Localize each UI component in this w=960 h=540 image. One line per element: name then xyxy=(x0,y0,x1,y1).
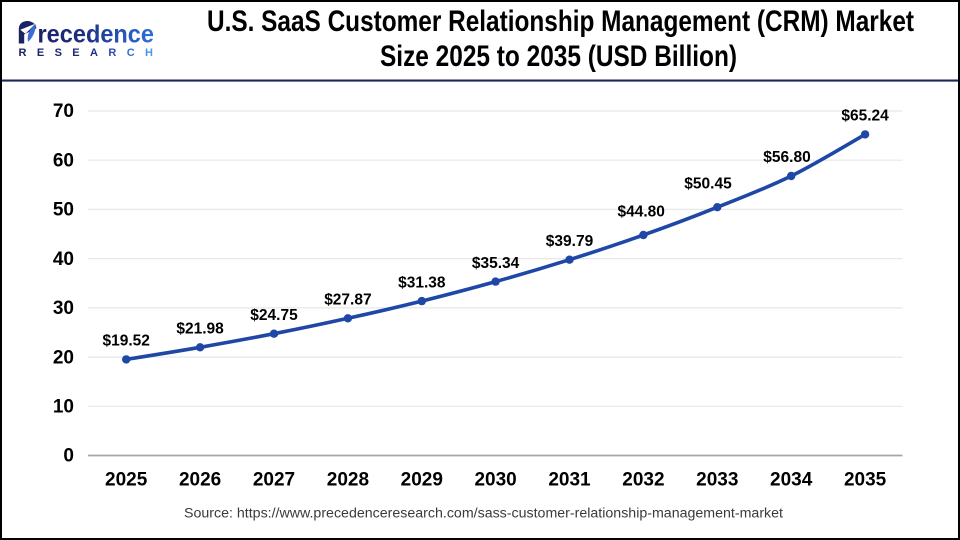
svg-text:50: 50 xyxy=(53,200,74,221)
svg-text:30: 30 xyxy=(53,298,74,319)
svg-text:10: 10 xyxy=(53,397,74,418)
svg-text:2034: 2034 xyxy=(770,470,813,491)
svg-text:2028: 2028 xyxy=(327,470,369,491)
svg-text:$44.80: $44.80 xyxy=(617,203,664,220)
svg-text:$24.75: $24.75 xyxy=(250,307,298,324)
svg-text:$50.45: $50.45 xyxy=(684,176,732,193)
svg-text:$39.79: $39.79 xyxy=(546,233,594,250)
svg-text:U.S. SaaS Customer Relationshi: U.S. SaaS Customer Relationship Manageme… xyxy=(207,5,914,38)
svg-text:2031: 2031 xyxy=(548,470,591,491)
svg-text:20: 20 xyxy=(53,347,74,368)
svg-text:2030: 2030 xyxy=(474,470,516,491)
svg-text:$27.87: $27.87 xyxy=(324,292,371,309)
svg-text:60: 60 xyxy=(53,150,74,171)
svg-text:Source: https://www.precedence: Source: https://www.precedenceresearch.c… xyxy=(184,506,783,521)
svg-text:0: 0 xyxy=(63,446,74,467)
svg-text:70: 70 xyxy=(53,101,74,122)
svg-text:2035: 2035 xyxy=(844,470,887,491)
svg-text:2033: 2033 xyxy=(696,470,738,491)
svg-text:recedence: recedence xyxy=(38,21,155,49)
svg-text:$56.80: $56.80 xyxy=(763,149,810,166)
svg-text:2029: 2029 xyxy=(401,470,443,491)
svg-text:$21.98: $21.98 xyxy=(176,321,224,338)
svg-text:$31.38: $31.38 xyxy=(398,274,446,291)
svg-text:$65.24: $65.24 xyxy=(841,107,889,124)
svg-text:$19.52: $19.52 xyxy=(102,333,149,350)
svg-text:$35.34: $35.34 xyxy=(472,255,520,272)
svg-text:2032: 2032 xyxy=(622,470,664,491)
svg-text:40: 40 xyxy=(53,249,74,270)
svg-text:2027: 2027 xyxy=(253,470,295,491)
svg-text:Size 2025 to 2035 (USD Billion: Size 2025 to 2035 (USD Billion) xyxy=(380,40,737,73)
svg-text:2026: 2026 xyxy=(179,470,221,491)
svg-text:2025: 2025 xyxy=(105,470,148,491)
